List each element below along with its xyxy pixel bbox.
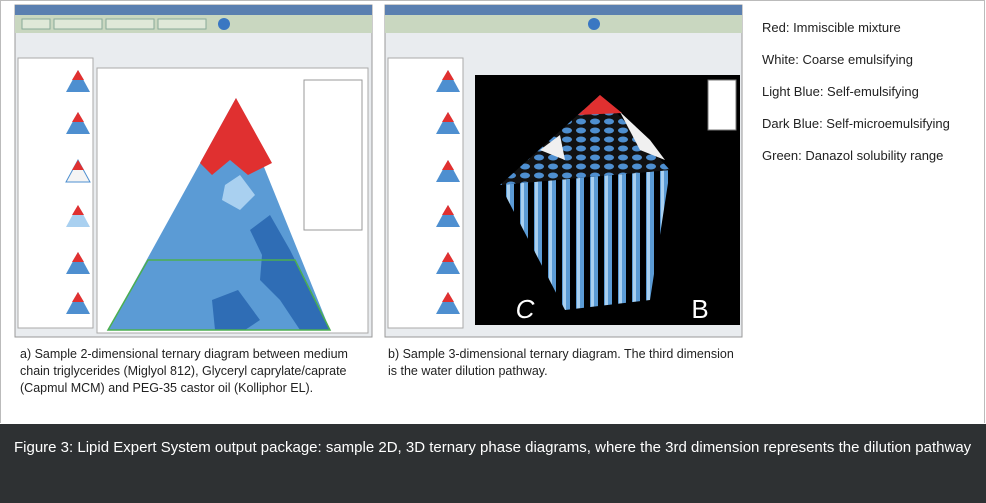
legend-item: Dark Blue: Self-microemulsifying (762, 116, 950, 131)
caption-a: a) Sample 2-dimensional ternary diagram … (20, 346, 365, 397)
figure-caption: Figure 3: Lipid Expert System output pac… (0, 424, 986, 503)
legend-item: Light Blue: Self-emulsifying (762, 84, 919, 99)
screenshot-2d (15, 5, 372, 337)
caption-b: b) Sample 3-dimensional ternary diagram.… (388, 346, 738, 380)
figure: C B Red: Immiscible mixture White: Coars… (0, 0, 986, 503)
axis-letter: C (516, 294, 535, 324)
screenshot-3d (385, 5, 742, 337)
legend-item: White: Coarse emulsifying (762, 52, 913, 67)
axis-letter: B (691, 294, 708, 324)
legend-item: Red: Immiscible mixture (762, 20, 901, 35)
legend-item: Green: Danazol solubility range (762, 148, 943, 163)
